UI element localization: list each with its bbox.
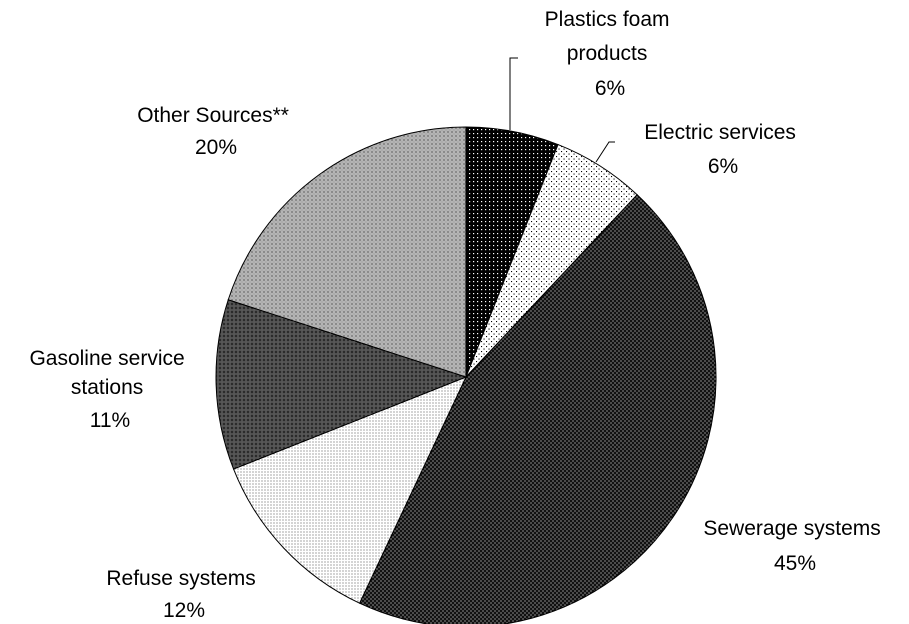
slice-label-gasoline: Gasoline service stations 11%: [29, 347, 190, 432]
slice-label-value: 6%: [708, 155, 738, 178]
slice-label-other: Other Sources** 20%: [137, 104, 295, 159]
slice-label-value: 11%: [90, 409, 130, 432]
slice-label-value: 6%: [595, 77, 625, 100]
slice-label-line: Sewerage systems: [703, 517, 880, 540]
slice-label-plastics: Plastics foam products 6%: [545, 8, 676, 100]
slice-label-refuse: Refuse systems 12%: [106, 567, 261, 622]
slice-label-line: Electric services: [644, 121, 796, 144]
slice-label-line: Refuse systems: [106, 567, 255, 590]
pie-slice-gasoline-service-stations: [215, 299, 468, 470]
slice-label-line: stations: [71, 376, 143, 399]
leader-lines: [509, 57, 615, 163]
slice-label-value: 45%: [774, 552, 816, 575]
pie-slice-other-sources: [227, 126, 467, 378]
slice-label-line: products: [567, 42, 648, 65]
slice-label-line: Plastics foam: [545, 8, 670, 31]
slice-label-line: Other Sources**: [137, 104, 289, 127]
slice-labels: Plastics foam products 6% Electric servi…: [29, 8, 886, 622]
slice-label-sewerage: Sewerage systems 45%: [703, 517, 886, 575]
slice-label-electric: Electric services 6%: [644, 121, 802, 178]
leader-line-electric: [595, 141, 615, 163]
slice-label-value: 12%: [163, 599, 205, 622]
pie-slice-refuse-systems: [232, 376, 467, 604]
leader-line-plastics: [509, 57, 518, 130]
pie-slice-sewerage-systems: [358, 194, 717, 624]
slice-label-line: Gasoline service: [29, 347, 184, 370]
pie-slices: [215, 126, 717, 624]
slice-label-value: 20%: [195, 136, 237, 159]
